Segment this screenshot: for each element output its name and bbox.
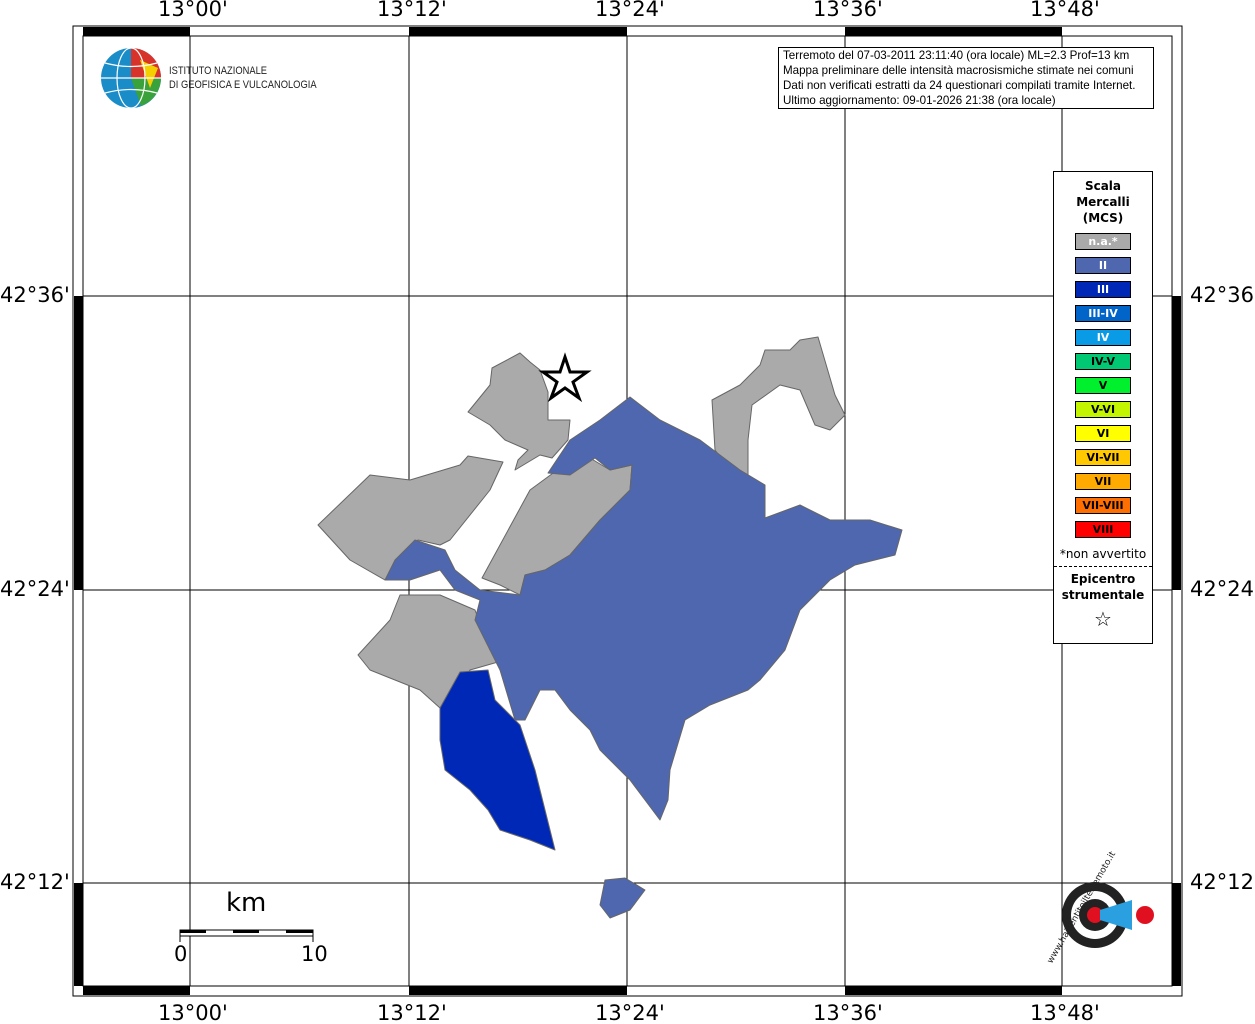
legend-title-line: (MCS) bbox=[1082, 211, 1124, 225]
legend-note: *non avvertito bbox=[1059, 547, 1147, 561]
legend-title-line: Scala bbox=[1084, 179, 1122, 193]
lon-label-bottom: 13°12' bbox=[377, 1001, 447, 1024]
lon-label-top: 13°36' bbox=[813, 0, 883, 21]
lon-label-bottom: 13°24' bbox=[595, 1001, 665, 1024]
legend-epicentre-line: Epicentro bbox=[1070, 572, 1136, 586]
scale-unit: km bbox=[226, 888, 267, 918]
lat-label-right: 42°24' bbox=[1190, 577, 1255, 601]
legend-swatch: V bbox=[1075, 377, 1131, 394]
legend-swatch: IV bbox=[1075, 329, 1131, 346]
event-info-box: Terremoto del 07-03-2011 23:11:40 (ora l… bbox=[778, 47, 1154, 109]
ingv-line: ISTITUTO NAZIONALE bbox=[169, 65, 268, 77]
lon-label-bottom: 13°00' bbox=[158, 1001, 228, 1024]
legend-title: Scala Mercalli (MCS) bbox=[1054, 178, 1152, 226]
legend-star-icon: ☆ bbox=[1094, 607, 1112, 631]
lon-label-top: 13°24' bbox=[595, 0, 665, 21]
lat-label-left: 42°36' bbox=[0, 283, 70, 307]
legend-divider bbox=[1054, 566, 1152, 567]
scale-max: 10 bbox=[301, 942, 328, 966]
ingv-logo-text: ISTITUTO NAZIONALE DI GEOFISICA E VULCAN… bbox=[169, 64, 317, 92]
scale-min: 0 bbox=[174, 942, 188, 966]
legend-swatch: IV-V bbox=[1075, 353, 1131, 370]
legend-swatch: VIII bbox=[1075, 521, 1131, 538]
info-line: Terremoto del 07-03-2011 23:11:40 (ora l… bbox=[783, 49, 1130, 62]
legend-swatches: n.a.* II III III-IV IV IV-V V V-VI VI VI-VII VII VI… bbox=[1054, 233, 1152, 538]
lat-label-left: 42°24' bbox=[0, 577, 70, 601]
info-line: Dati non verificati estratti da 24 quest… bbox=[783, 79, 1136, 92]
area-ii-island[interactable] bbox=[599, 877, 646, 919]
lon-label-top: 13°48' bbox=[1030, 0, 1100, 21]
ingv-logo-icon bbox=[101, 47, 161, 109]
area-na-northeast[interactable] bbox=[711, 336, 846, 481]
area-na-southwest[interactable] bbox=[357, 594, 506, 709]
legend-swatch: II bbox=[1075, 257, 1131, 274]
scale-bar bbox=[179, 929, 314, 942]
legend-swatch: VII bbox=[1075, 473, 1131, 490]
frame-ticks bbox=[74, 27, 1181, 995]
legend-swatch: III-IV bbox=[1075, 305, 1131, 322]
area-iii-south[interactable] bbox=[439, 669, 556, 851]
map-frame-outer bbox=[72, 25, 1183, 997]
hsit-logo-icon bbox=[1062, 882, 1154, 948]
lon-label-bottom: 13°48' bbox=[1030, 1001, 1100, 1024]
lon-label-bottom: 13°36' bbox=[813, 1001, 883, 1024]
lat-label-left: 42°12' bbox=[0, 870, 70, 894]
legend: Scala Mercalli (MCS) n.a.* II III III-IV IV I… bbox=[1053, 171, 1153, 644]
legend-epicentre: Epicentro strumentale bbox=[1054, 571, 1152, 603]
ingv-line: DI GEOFISICA E VULCANOLOGIA bbox=[169, 79, 317, 91]
area-ii-main[interactable] bbox=[384, 396, 903, 821]
legend-swatch: VI-VII bbox=[1075, 449, 1131, 466]
legend-title-line: Mercalli bbox=[1076, 195, 1130, 209]
legend-swatch: VII-VIII bbox=[1075, 497, 1131, 514]
legend-swatch: VI bbox=[1075, 425, 1131, 442]
lat-label-right: 42°12' bbox=[1190, 870, 1255, 894]
legend-swatch: V-VI bbox=[1075, 401, 1131, 418]
info-line: Mappa preliminare delle intensità macros… bbox=[783, 64, 1134, 77]
legend-swatch: III bbox=[1075, 281, 1131, 298]
lon-label-top: 13°12' bbox=[377, 0, 447, 21]
lon-label-top: 13°00' bbox=[158, 0, 228, 21]
info-line: Ultimo aggiornamento: 09-01-2026 21:38 (… bbox=[783, 94, 1056, 107]
area-na-north[interactable] bbox=[467, 352, 571, 471]
legend-epicentre-line: strumentale bbox=[1061, 588, 1145, 602]
lat-label-right: 42°36' bbox=[1190, 283, 1255, 307]
legend-swatch: n.a.* bbox=[1075, 233, 1131, 250]
epicentre-star-icon[interactable] bbox=[538, 352, 592, 403]
